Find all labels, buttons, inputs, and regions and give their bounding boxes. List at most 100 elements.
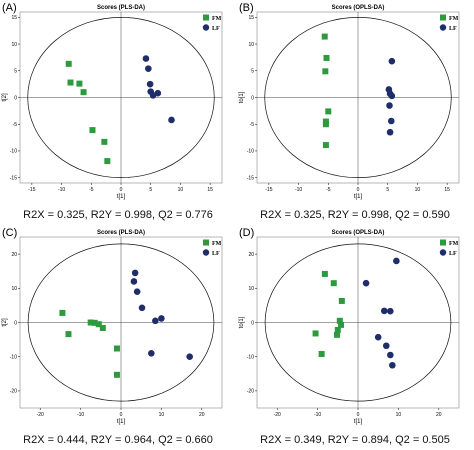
fm-point: [99, 324, 106, 331]
lf-point: [380, 307, 388, 315]
legend-label: FM: [212, 16, 222, 22]
fm-point: [322, 142, 329, 149]
x-tick-label: -15: [28, 187, 35, 193]
lf-point: [386, 128, 394, 136]
y-tick-label: -20: [247, 389, 254, 395]
y-tick-label: 0: [14, 95, 17, 101]
legend-label: LF: [449, 251, 457, 257]
x-tick-label: 15: [444, 187, 450, 193]
legend-lf-marker: [202, 249, 210, 256]
legend-lf-marker: [202, 24, 210, 31]
fm-point: [333, 331, 340, 338]
lf-point: [388, 92, 396, 100]
legend-label: LF: [212, 251, 220, 257]
x-tick-label: 20: [199, 412, 205, 418]
x-tick-label: -10: [58, 187, 65, 193]
y-tick-label: -15: [247, 175, 254, 181]
lf-point: [387, 117, 395, 125]
fm-point: [65, 60, 72, 67]
x-tick-label: 10: [396, 412, 402, 418]
y-tick-label: 15: [248, 15, 254, 21]
x-tick-label: 10: [415, 187, 421, 193]
x-tick-label: -5: [326, 187, 331, 193]
lf-point: [186, 353, 193, 360]
lf-point: [374, 333, 382, 341]
x-tick-label: -20: [37, 412, 44, 418]
y-tick-label: 10: [11, 286, 17, 292]
fm-point: [338, 321, 345, 328]
hotelling-ellipse: [264, 16, 452, 179]
fm-point: [95, 321, 102, 328]
y-axis-label: t[2]: [2, 318, 8, 327]
y-tick-label: 0: [251, 320, 254, 326]
fm-point: [318, 350, 325, 357]
x-tick-label: -20: [274, 412, 281, 418]
legend-lf-marker: [439, 249, 447, 256]
lf-point: [145, 65, 152, 72]
x-tick-label: -10: [295, 187, 302, 193]
y-tick-label: -10: [247, 355, 254, 361]
fm-point: [336, 317, 343, 324]
y-tick-label: 15: [11, 15, 17, 21]
panel-label: (B): [239, 2, 254, 14]
fm-point: [321, 270, 328, 277]
x-tick-label: 15: [207, 187, 213, 193]
fm-point: [113, 345, 120, 352]
x-axis-label: t[1]: [354, 419, 363, 425]
chart-title: Scores (PLS-DA): [97, 5, 145, 11]
lf-point: [131, 269, 139, 277]
legend-fm-marker: [440, 14, 446, 21]
fm-point: [338, 297, 345, 304]
panel-label: (A): [2, 2, 17, 14]
x-tick-label: 10: [178, 187, 184, 193]
y-tick-label: -5: [250, 122, 255, 128]
fm-point: [76, 80, 83, 87]
lf-point: [388, 57, 396, 65]
legend-lf-marker: [439, 24, 447, 31]
x-tick-label: 0: [120, 412, 123, 418]
fm-point: [104, 158, 111, 165]
panel-d: (D) Scores (OPLS-DA) -20 -10 0 10 20 -20 -10 0 10 2…: [237, 225, 474, 450]
lf-point: [168, 116, 175, 124]
legend-fm-marker: [440, 239, 446, 246]
legend-label: LF: [449, 26, 457, 32]
fm-point: [312, 330, 319, 337]
model-stats: R2X = 0.444, R2Y = 0.964, Q2 = 0.660: [23, 434, 213, 446]
fm-point: [89, 127, 96, 134]
lf-point: [386, 102, 393, 109]
y-tick-label: 10: [248, 42, 254, 48]
fm-point: [325, 108, 332, 115]
lf-point: [154, 89, 162, 97]
lf-point: [148, 349, 155, 357]
chart-b-svg: (B) Scores (OPLS-DA) -15 -10 -5 0 5 10 15 -15 -10 -…: [239, 2, 460, 221]
lf-point: [133, 288, 141, 296]
y-tick-label: -5: [13, 122, 18, 128]
panel-b: (B) Scores (OPLS-DA) -15 -10 -5 0 5 10 15 -15 -10 -…: [237, 0, 474, 225]
legend-fm-marker: [203, 14, 209, 21]
fm-point: [65, 331, 72, 338]
chart-title: Scores (OPLS-DA): [332, 5, 385, 11]
y-tick-label: 20: [11, 252, 17, 258]
fm-point: [80, 89, 87, 96]
legend-label: FM: [449, 241, 459, 247]
lf-point: [387, 307, 394, 315]
fm-point: [67, 79, 74, 86]
y-tick-label: -15: [10, 175, 17, 181]
lf-point: [158, 315, 165, 322]
fm-point: [87, 319, 94, 326]
panel-a: (A) Scores (PLS-DA) -15 -10 -5 0 5 10 15 -15 -10 -5…: [0, 0, 237, 225]
fm-point: [321, 33, 328, 40]
model-stats: R2X = 0.349, R2Y = 0.894, Q2 = 0.505: [260, 434, 450, 446]
lf-point: [393, 257, 400, 265]
y-tick-label: 0: [14, 320, 17, 326]
x-axis-label: t[1]: [117, 194, 126, 200]
hotelling-ellipse: [27, 16, 215, 179]
y-tick-label: 0: [251, 95, 254, 101]
x-tick-label: 0: [357, 412, 360, 418]
panel-label: (D): [239, 227, 254, 239]
x-axis-label: t[1]: [117, 419, 126, 425]
lf-point: [138, 304, 146, 312]
x-axis-label: t[1]: [354, 194, 363, 200]
fm-point: [91, 319, 98, 326]
fm-point: [101, 138, 108, 145]
